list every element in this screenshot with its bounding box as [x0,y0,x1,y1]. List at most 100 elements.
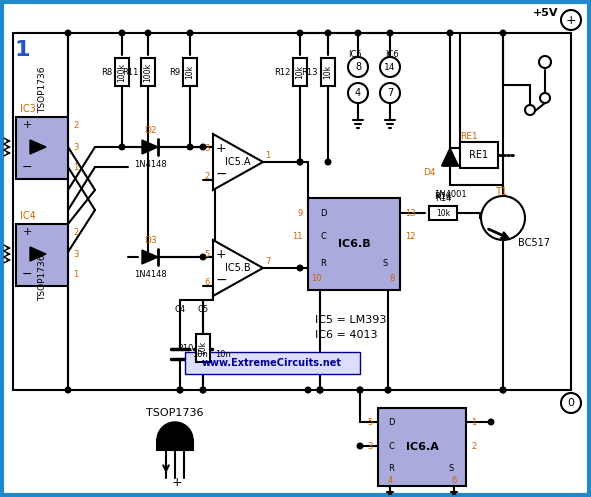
Circle shape [561,393,581,413]
Text: 5: 5 [368,417,373,426]
Circle shape [177,387,183,393]
Circle shape [177,387,183,393]
Text: D3: D3 [144,236,156,245]
Bar [196,334,210,362]
Circle shape [317,387,323,393]
Polygon shape [442,148,458,165]
Text: IC5: IC5 [348,50,362,59]
Polygon shape [213,240,263,296]
Circle shape [325,159,331,165]
Text: 5: 5 [204,249,210,258]
Text: IC6 = 4013: IC6 = 4013 [315,330,378,340]
Polygon shape [142,140,158,154]
Circle shape [357,443,363,449]
Circle shape [348,57,368,77]
Circle shape [355,30,361,36]
Text: 3: 3 [73,143,79,152]
Text: 7: 7 [265,256,270,265]
Text: 9: 9 [298,209,303,218]
Circle shape [305,387,311,393]
Circle shape [348,83,368,103]
Text: 8: 8 [355,62,361,72]
Text: R10: R10 [177,343,193,352]
Text: IC6.B: IC6.B [337,239,371,249]
Circle shape [385,387,391,393]
Text: IC5 = LM393: IC5 = LM393 [315,315,387,325]
Text: −: − [22,267,33,280]
Circle shape [297,30,303,36]
Text: R11: R11 [122,68,138,77]
Circle shape [380,57,400,77]
Text: 100k: 100k [118,63,126,82]
Circle shape [561,10,581,30]
Text: 1: 1 [265,151,270,160]
Text: D: D [320,209,326,218]
Text: IC3: IC3 [20,104,35,114]
Circle shape [500,30,506,36]
Text: T1: T1 [495,187,507,197]
Polygon shape [142,250,158,264]
Circle shape [488,419,494,425]
Text: 10: 10 [311,273,322,282]
Text: +: + [216,142,226,155]
Text: 2: 2 [204,171,210,180]
Circle shape [447,30,453,36]
Text: 12: 12 [405,232,415,241]
Text: R12: R12 [274,68,290,77]
Circle shape [187,30,193,36]
Text: 6: 6 [204,277,210,286]
Bar [185,352,360,374]
Text: D4: D4 [424,167,436,176]
Text: 2: 2 [471,441,476,450]
Circle shape [145,254,151,260]
Circle shape [357,387,363,393]
Text: D2: D2 [144,126,156,135]
Circle shape [539,56,551,68]
Text: +: + [172,476,182,489]
Circle shape [297,159,303,165]
Text: −: − [22,161,33,173]
Text: +: + [22,227,32,237]
Text: R9: R9 [169,68,180,77]
Circle shape [200,387,206,393]
Text: 100k: 100k [144,63,152,82]
Circle shape [145,30,151,36]
Text: 6: 6 [452,476,457,485]
Text: 1N4148: 1N4148 [134,270,167,279]
Circle shape [200,387,206,393]
Bar [141,58,155,86]
Circle shape [65,387,71,393]
Circle shape [380,83,400,103]
Text: IC4: IC4 [20,211,35,221]
Text: 10n: 10n [192,349,208,358]
Text: 10n: 10n [215,349,231,358]
Text: 1N4148: 1N4148 [134,160,167,169]
Circle shape [317,387,323,393]
Text: +: + [22,120,32,130]
Polygon shape [157,422,193,440]
Text: 13: 13 [405,209,415,218]
Polygon shape [213,134,263,190]
Bar [429,206,457,220]
Text: R13: R13 [301,68,318,77]
Circle shape [119,144,125,150]
Bar [460,142,498,168]
Circle shape [200,254,206,260]
Text: 2: 2 [73,120,78,130]
Text: TSOP1736: TSOP1736 [38,255,47,301]
Text: TSOP1736: TSOP1736 [38,67,47,113]
Circle shape [325,30,331,36]
Bar [308,198,400,290]
Circle shape [297,159,303,165]
Circle shape [317,387,323,393]
Polygon shape [30,247,46,261]
Text: RE1: RE1 [460,132,478,141]
Text: +5V: +5V [532,8,558,18]
Text: 10k: 10k [436,209,450,218]
Text: www.ExtremeCircuits.net: www.ExtremeCircuits.net [202,358,342,368]
Text: 10k: 10k [323,65,333,79]
Text: 3: 3 [204,144,210,153]
Circle shape [500,387,506,393]
Bar [157,440,193,450]
Circle shape [119,30,125,36]
